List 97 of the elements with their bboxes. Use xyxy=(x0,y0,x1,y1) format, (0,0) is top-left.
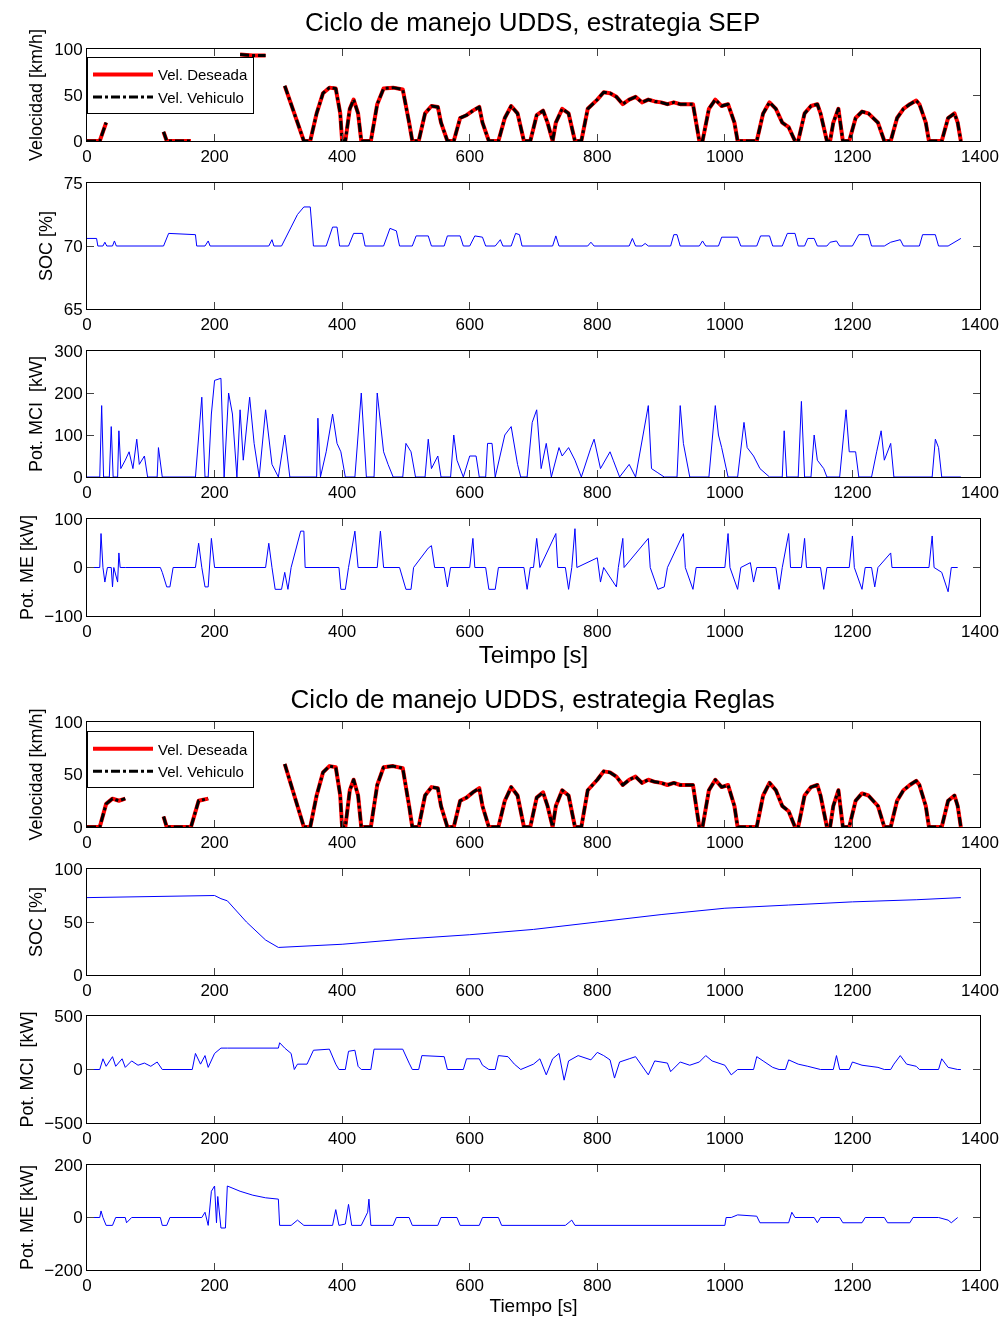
y-axis-title: Pot. ME [kW] xyxy=(16,1164,37,1271)
y-tick-label: 65 xyxy=(63,299,83,319)
x-tick-label: 1000 xyxy=(705,147,744,167)
y-tick-label: 0 xyxy=(73,1060,83,1080)
x-tick-label: 1200 xyxy=(833,147,872,167)
x-tick-label: 400 xyxy=(327,1129,357,1149)
x-tick-label: 600 xyxy=(455,1276,484,1296)
legend-label: Vel. Vehiculo xyxy=(158,88,244,106)
x-tick-label: 800 xyxy=(583,1276,612,1296)
y-tick-label: 50 xyxy=(63,85,83,105)
y-tick-label: 100 xyxy=(54,712,83,732)
chart-title: Ciclo de manejo UDDS, estrategia SEP xyxy=(305,7,761,38)
x-tick-label: 1200 xyxy=(833,622,872,642)
x-tick-label: 1000 xyxy=(705,1276,744,1296)
x-tick-label: 200 xyxy=(200,1276,229,1296)
y-tick-label: 0 xyxy=(73,467,83,487)
y-tick-label: 100 xyxy=(54,509,83,529)
x-tick-label: 1400 xyxy=(961,147,999,167)
x-axis-title: Tiempo [s] xyxy=(489,1295,578,1317)
x-tick-label: 600 xyxy=(455,1129,484,1149)
x-tick-label: 1000 xyxy=(705,981,744,1001)
x-tick-label: 1400 xyxy=(961,981,999,1001)
x-tick-label: 600 xyxy=(455,981,484,1001)
y-axis-title: Velocidad [km/h] xyxy=(26,28,47,162)
y-tick-label: −500 xyxy=(44,1113,83,1133)
x-tick-label: 600 xyxy=(455,483,484,503)
x-tick-label: 1400 xyxy=(961,483,999,503)
y-axis-title: Velocidad [km/h] xyxy=(26,708,47,841)
y-tick-label: 300 xyxy=(54,341,83,361)
x-tick-label: 1400 xyxy=(961,622,999,642)
x-tick-label: 1400 xyxy=(961,1276,999,1296)
y-tick-label: 200 xyxy=(54,1155,83,1175)
x-tick-label: 200 xyxy=(200,483,229,503)
y-axis-title: Pot. ME [kW] xyxy=(16,514,37,621)
x-tick-label: 1400 xyxy=(961,315,999,335)
x-tick-label: 800 xyxy=(583,833,612,853)
legend-label: Vel. Deseada xyxy=(158,66,248,84)
y-tick-label: 0 xyxy=(73,1208,83,1228)
x-tick-label: 800 xyxy=(583,622,612,642)
legend-label: Vel. Vehiculo xyxy=(158,763,244,781)
y-axis-title: SOC [%] xyxy=(26,886,47,958)
x-tick-label: 200 xyxy=(200,315,229,335)
x-tick-label: 400 xyxy=(327,622,357,642)
y-axis-title: SOC [%] xyxy=(35,210,56,282)
x-tick-label: 1000 xyxy=(705,483,744,503)
y-tick-label: 0 xyxy=(73,131,83,151)
x-tick-label: 1200 xyxy=(833,833,872,853)
y-axis-title: Pot. MCI [kW] xyxy=(16,1011,37,1128)
x-tick-label: 800 xyxy=(583,981,612,1001)
x-tick-label: 600 xyxy=(455,315,484,335)
legend-label: Vel. Deseada xyxy=(158,740,248,758)
x-tick-label: 1200 xyxy=(833,315,872,335)
x-axis-title: Teimpo [s] xyxy=(478,641,589,669)
x-tick-label: 1200 xyxy=(833,483,872,503)
chart-title: Ciclo de manejo UDDS, estrategia Reglas xyxy=(290,684,775,715)
x-tick-label: 800 xyxy=(583,1129,612,1149)
x-tick-label: 200 xyxy=(200,1129,229,1149)
y-tick-label: 100 xyxy=(54,425,83,445)
x-tick-label: 600 xyxy=(455,622,484,642)
y-tick-label: 500 xyxy=(54,1006,83,1026)
x-tick-label: 400 xyxy=(327,833,357,853)
x-tick-label: 200 xyxy=(200,833,229,853)
y-tick-label: −100 xyxy=(44,606,83,626)
y-tick-label: −200 xyxy=(44,1260,83,1280)
x-tick-label: 1000 xyxy=(705,315,744,335)
x-tick-label: 400 xyxy=(327,147,357,167)
x-tick-label: 1200 xyxy=(833,1129,872,1149)
x-tick-label: 1000 xyxy=(705,1129,744,1149)
y-tick-label: 0 xyxy=(73,965,83,985)
x-tick-label: 1400 xyxy=(961,1129,999,1149)
y-tick-label: 50 xyxy=(63,765,83,785)
x-tick-label: 1400 xyxy=(961,833,999,853)
x-tick-label: 200 xyxy=(200,981,229,1001)
x-tick-label: 1200 xyxy=(833,981,872,1001)
x-tick-label: 800 xyxy=(583,315,612,335)
y-tick-label: 0 xyxy=(73,558,83,578)
y-tick-label: 200 xyxy=(54,383,83,403)
x-tick-label: 1000 xyxy=(705,622,744,642)
x-tick-label: 1200 xyxy=(833,1276,872,1296)
x-tick-label: 200 xyxy=(200,622,229,642)
y-axis-title: Pot. MCI [kW] xyxy=(26,355,47,473)
x-tick-label: 400 xyxy=(327,981,357,1001)
y-tick-label: 100 xyxy=(54,39,83,59)
y-tick-label: 50 xyxy=(63,912,83,932)
x-tick-label: 200 xyxy=(200,147,229,167)
y-tick-label: 0 xyxy=(73,817,83,837)
x-tick-label: 600 xyxy=(455,833,484,853)
y-tick-label: 100 xyxy=(54,859,83,879)
x-tick-label: 400 xyxy=(327,483,357,503)
y-tick-label: 70 xyxy=(63,236,83,256)
x-tick-label: 1000 xyxy=(705,833,744,853)
y-tick-label: 75 xyxy=(63,173,83,193)
x-tick-label: 400 xyxy=(327,1276,357,1296)
x-tick-label: 800 xyxy=(583,147,612,167)
x-tick-label: 600 xyxy=(455,147,484,167)
x-tick-label: 800 xyxy=(583,483,612,503)
x-tick-label: 400 xyxy=(327,315,357,335)
